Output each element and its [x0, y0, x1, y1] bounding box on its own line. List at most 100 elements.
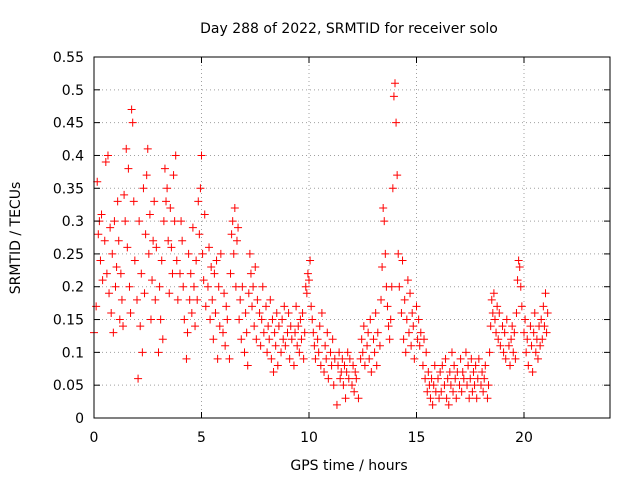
- data-point: [434, 374, 442, 383]
- data-point: [445, 368, 454, 377]
- data-point: [109, 328, 118, 337]
- data-point: [323, 328, 332, 337]
- data-point: [400, 295, 409, 304]
- data-point: [479, 387, 488, 396]
- data-point: [137, 269, 146, 278]
- data-point: [512, 308, 521, 317]
- data-point: [168, 269, 177, 278]
- data-point: [117, 295, 126, 304]
- data-point: [341, 394, 350, 403]
- data-point: [441, 354, 450, 363]
- data-point: [387, 282, 396, 291]
- data-point: [284, 308, 293, 317]
- data-point: [250, 322, 259, 331]
- data-point: [366, 315, 375, 324]
- data-point: [277, 348, 286, 357]
- data-point: [424, 368, 433, 377]
- data-point: [113, 197, 122, 206]
- x-tick-label: 0: [90, 430, 99, 446]
- data-point: [389, 92, 398, 101]
- data-point: [300, 328, 309, 337]
- data-point: [196, 184, 205, 193]
- data-point: [423, 387, 432, 396]
- data-point: [287, 335, 296, 344]
- plot-frame: [93, 56, 611, 419]
- data-point: [227, 230, 236, 239]
- data-point: [447, 348, 456, 357]
- data-point: [232, 236, 241, 245]
- data-point: [230, 203, 239, 212]
- data-point: [451, 374, 460, 383]
- data-point: [428, 400, 437, 409]
- data-point: [543, 308, 552, 317]
- data-point: [381, 249, 390, 258]
- data-point: [410, 354, 419, 363]
- data-point: [268, 315, 277, 324]
- data-point: [404, 328, 413, 337]
- data-point: [420, 335, 429, 344]
- data-point: [493, 302, 502, 311]
- data-point: [236, 295, 245, 304]
- data-point: [278, 315, 287, 324]
- data-point: [388, 184, 397, 193]
- data-point: [350, 387, 359, 396]
- data-point: [301, 282, 310, 291]
- y-tick-label: 0.45: [53, 116, 84, 132]
- data-point: [311, 354, 320, 363]
- data-point: [249, 282, 258, 291]
- data-point: [393, 171, 402, 180]
- data-point: [437, 387, 446, 396]
- data-point: [379, 203, 388, 212]
- data-point: [542, 328, 551, 337]
- data-point: [348, 381, 356, 390]
- data-point: [219, 328, 227, 337]
- data-point: [372, 361, 381, 370]
- data-point: [242, 328, 251, 337]
- data-point: [135, 217, 144, 226]
- data-point: [472, 394, 481, 403]
- data-point: [165, 289, 174, 298]
- data-point: [255, 308, 264, 317]
- data-point: [240, 348, 249, 357]
- data-point: [309, 328, 318, 337]
- data-point: [306, 256, 315, 265]
- data-point: [221, 341, 230, 350]
- data-point: [484, 381, 493, 390]
- data-point: [363, 341, 372, 350]
- data-point: [422, 348, 431, 357]
- data-point: [510, 328, 519, 337]
- data-point: [533, 354, 542, 363]
- data-point: [467, 354, 476, 363]
- data-point: [120, 190, 129, 199]
- data-point: [414, 315, 423, 324]
- data-point: [367, 368, 376, 377]
- data-point: [529, 328, 538, 337]
- data-point: [110, 217, 119, 226]
- data-point: [246, 269, 255, 278]
- data-point: [349, 361, 358, 370]
- data-point: [528, 368, 537, 377]
- data-point: [339, 381, 348, 390]
- data-point: [141, 230, 150, 239]
- data-point: [151, 295, 160, 304]
- data-point: [485, 348, 494, 357]
- data-point: [386, 315, 395, 324]
- data-point: [308, 315, 317, 324]
- data-point: [200, 210, 209, 219]
- data-point: [407, 341, 416, 350]
- data-point: [536, 341, 545, 350]
- data-point: [436, 368, 445, 377]
- data-points: [90, 79, 552, 409]
- data-point: [194, 197, 203, 206]
- data-point: [336, 374, 345, 383]
- data-point: [499, 348, 508, 357]
- data-point: [129, 197, 138, 206]
- data-point: [455, 381, 464, 390]
- data-point: [285, 354, 294, 363]
- data-point: [435, 394, 444, 403]
- data-point: [226, 269, 235, 278]
- data-point: [222, 302, 231, 311]
- data-point: [286, 322, 295, 331]
- data-point: [122, 144, 131, 153]
- data-point: [494, 335, 503, 344]
